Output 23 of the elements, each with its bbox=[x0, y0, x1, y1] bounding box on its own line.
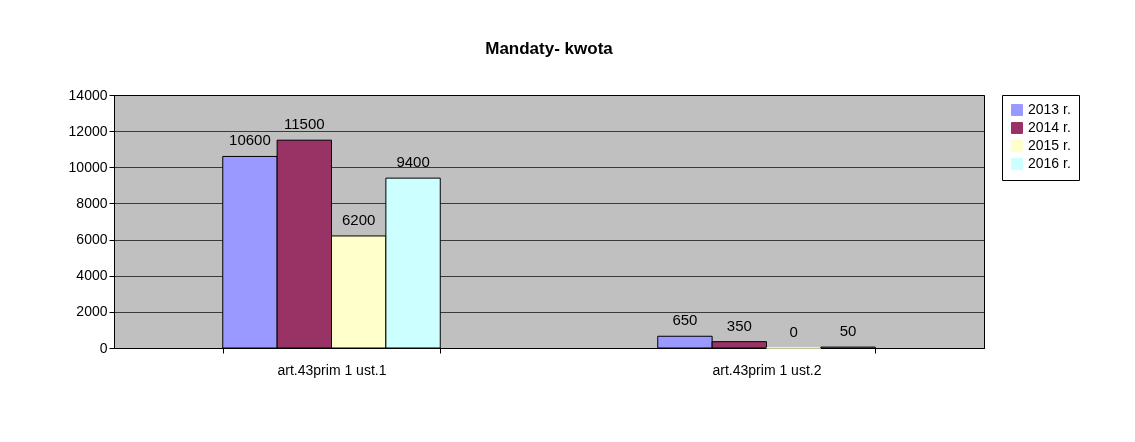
data-label: 350 bbox=[726, 316, 752, 334]
y-tick-label: 4000 bbox=[76, 267, 108, 284]
y-tick-label: 6000 bbox=[76, 231, 108, 248]
y-tick-label: 8000 bbox=[76, 194, 108, 211]
data-label: 6200 bbox=[342, 210, 376, 228]
y-tick-label: 2000 bbox=[76, 303, 108, 320]
y-tick-label: 14000 bbox=[68, 86, 108, 103]
data-label: 9400 bbox=[396, 153, 430, 171]
data-label: 10600 bbox=[229, 131, 271, 149]
legend-label: 2015 r. bbox=[1028, 137, 1071, 153]
x-tick-label: art.43prim 1 ust.1 bbox=[277, 361, 387, 378]
y-tick-label: 0 bbox=[99, 339, 108, 356]
data-label: 650 bbox=[672, 311, 698, 329]
legend-label: 2013 r. bbox=[1028, 101, 1071, 117]
legend-label: 2014 r. bbox=[1028, 119, 1071, 135]
data-label: 11500 bbox=[284, 115, 325, 133]
legend-label: 2016 r. bbox=[1028, 155, 1071, 171]
data-label: 50 bbox=[839, 322, 857, 340]
y-tick-label: 12000 bbox=[68, 122, 108, 139]
x-tick-label: art.43prim 1 ust.2 bbox=[712, 361, 822, 378]
y-tick-label: 10000 bbox=[68, 158, 108, 175]
chart-title: Mandaty- kwota bbox=[485, 39, 614, 58]
data-label: 0 bbox=[789, 323, 798, 340]
